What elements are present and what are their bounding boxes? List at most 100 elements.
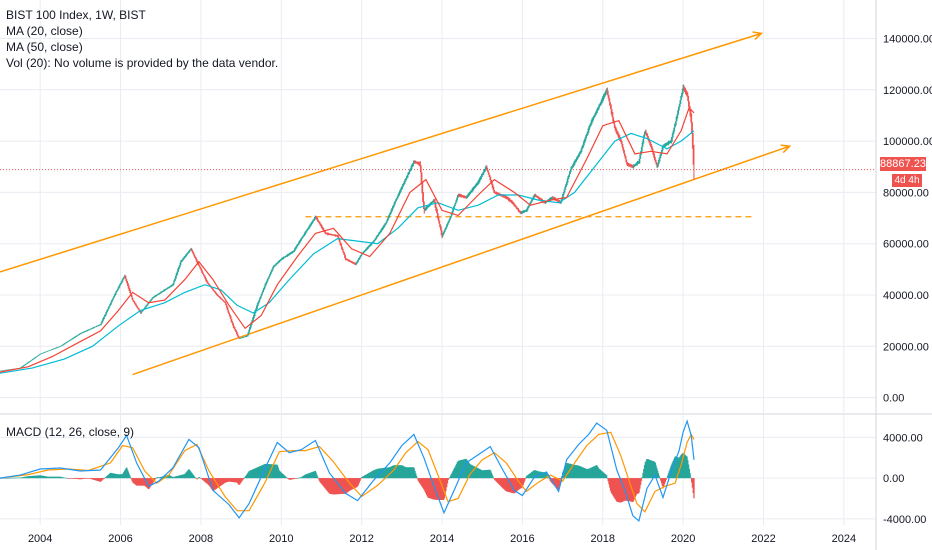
macd-histogram-bar (50, 476, 52, 479)
upper-channel-line (0, 32, 762, 273)
macd-histogram-bar (633, 478, 636, 499)
legend-ma50[interactable]: MA (50, close) (6, 40, 83, 54)
macd-histogram-bar (506, 478, 508, 492)
macd-histogram-bar (307, 473, 310, 479)
time-axis[interactable]: 2004 2006 2008 2010 2012 2014 2016 2018 2020 2022… (28, 533, 856, 545)
macd-histogram-bar (171, 476, 174, 479)
macd-histogram-bar (545, 472, 548, 479)
macd-histogram-bar (256, 467, 259, 479)
macd-histogram-bar (229, 478, 231, 482)
macd-histogram-bar (351, 478, 353, 490)
macd-histogram-bar (410, 467, 412, 479)
macd-histogram-bar (126, 469, 129, 479)
macd-histogram-bar (686, 456, 688, 479)
macd-histogram-bar (99, 478, 102, 482)
macd-histogram-bar (286, 478, 289, 479)
macd-histogram-bar (86, 478, 89, 479)
x-tick-label: 2020 (671, 533, 695, 545)
macd-histogram-bar (549, 478, 551, 481)
legend-symbol[interactable]: BIST 100 Index, 1W, BIST (6, 8, 146, 22)
macd-histogram-bar (239, 478, 242, 484)
macd-histogram-bar (405, 467, 408, 479)
macd-histogram-bar (585, 468, 587, 479)
x-tick-label: 2022 (751, 533, 775, 545)
macd-histogram-bar (542, 472, 544, 479)
macd-histogram-bar (75, 478, 78, 479)
lower-channel-line-arrow (780, 144, 792, 154)
macd-histogram-bar (14, 477, 17, 479)
macd-histogram-bar (287, 478, 289, 479)
macd-histogram-bar (42, 475, 44, 479)
macd-histogram-bar (460, 460, 463, 479)
price-axis[interactable]: 0.00 20000.00 40000.00 60000.00 80000.00 1000… (883, 33, 932, 404)
macd-histogram-bar (189, 470, 191, 479)
macd-histogram-bar (185, 472, 187, 479)
macd-histogram-bar (573, 464, 575, 479)
macd-histogram-bar (109, 472, 112, 479)
macd-histogram-bar (381, 468, 383, 479)
macd-histogram-bar (493, 478, 495, 479)
macd-histogram-bar (21, 477, 23, 479)
macd-histogram-bar (351, 478, 354, 490)
macd-histogram-bar (369, 472, 371, 479)
macd-histogram-bar (248, 471, 250, 479)
macd-histogram-bar (582, 467, 585, 479)
macd-histogram-bar (331, 478, 333, 495)
macd-histogram-bar (308, 473, 310, 479)
macd-histogram-bar (490, 472, 493, 479)
macd-histogram-bar (527, 474, 530, 479)
macd-histogram-bar (370, 471, 372, 479)
macd-histogram-bar (184, 473, 187, 479)
macd-histogram-bar (348, 478, 350, 491)
macd-histogram-bar (386, 467, 388, 479)
legend-ma20[interactable]: MA (20, close) (6, 24, 83, 38)
macd-histogram-bar (221, 478, 224, 485)
macd-histogram-bar (378, 468, 380, 479)
macd-histogram-bar (107, 474, 109, 479)
macd-histogram-bar (417, 478, 419, 481)
macd-histogram-bar (584, 468, 586, 479)
macd-histogram-bar (432, 478, 434, 500)
macd-histogram-bar (19, 477, 21, 479)
x-tick-label: 2010 (269, 533, 293, 545)
macd-histogram-bar (363, 475, 365, 479)
macd-histogram-bar (5, 477, 7, 479)
macd-histogram-bar (526, 475, 528, 479)
macd-histogram-bar (639, 478, 641, 489)
macd-histogram-bar (473, 466, 475, 479)
macd-histogram-bar (412, 467, 414, 479)
macd-histogram-bar (620, 478, 622, 503)
macd-histogram-bar (136, 478, 139, 486)
macd-histogram-bar (327, 478, 330, 493)
macd-histogram-bar (352, 478, 354, 489)
legend-macd[interactable]: MACD (12, 26, close, 9) (6, 425, 135, 439)
macd-histogram-bar (411, 467, 413, 479)
price-plot[interactable] (0, 31, 876, 376)
macd-histogram-bar (67, 478, 69, 479)
macd-histogram-bar (664, 478, 667, 483)
macd-histogram-bar (106, 475, 109, 479)
macd-plot[interactable] (0, 419, 695, 522)
macd-histogram-bar (45, 476, 48, 479)
macd-histogram-bar (257, 467, 259, 479)
macd-histogram-bar (24, 476, 26, 479)
macd-histogram-bar (313, 471, 316, 479)
macd-histogram-bar (181, 474, 184, 479)
macd-histogram-bar (691, 478, 693, 483)
macd-histogram-bar (39, 475, 41, 479)
macd-histogram-bar (589, 468, 591, 479)
macd-histogram-bar (318, 478, 320, 481)
y-tick-label: 40000.00 (883, 290, 929, 302)
macd-histogram-bar (682, 453, 684, 479)
macd-histogram-bar (684, 454, 686, 479)
macd-histogram-bar (409, 467, 412, 479)
legend-volume[interactable]: Vol (20): No volume is provided by the d… (6, 56, 279, 70)
macd-histogram-bar (497, 478, 500, 484)
macd-histogram-bar (476, 467, 478, 479)
macd-axis[interactable]: 4000.00 0.00 -4000.00 (883, 432, 926, 525)
macd-histogram-bar (425, 478, 427, 494)
macd-histogram-bar (485, 470, 487, 479)
macd-histogram-bar (359, 478, 361, 481)
macd-histogram-bar (599, 469, 602, 479)
